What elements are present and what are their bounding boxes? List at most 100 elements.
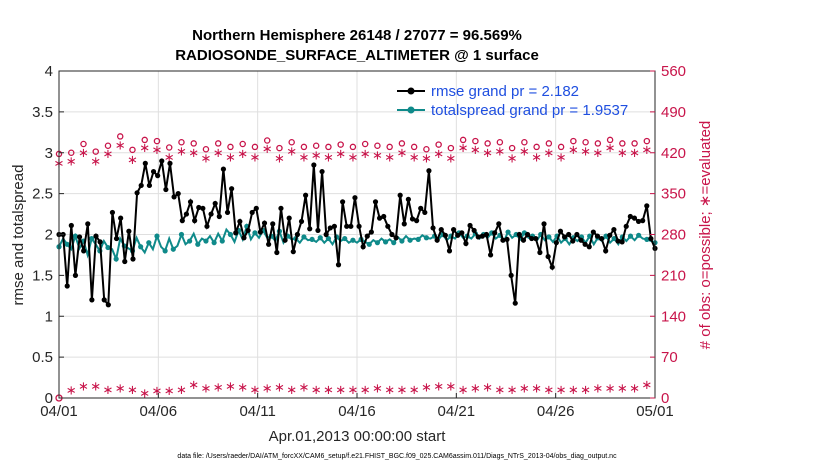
evaluated-obs-marker: ∗ (311, 149, 322, 164)
low-count-marker: ∗ (409, 383, 420, 398)
evaluated-obs-marker: ∗ (298, 150, 309, 165)
possible-obs-marker (423, 145, 430, 153)
rmse-point (529, 235, 535, 242)
rmse-point (414, 218, 420, 224)
rmse-point (146, 182, 153, 189)
evaluated-obs-marker: ∗ (164, 150, 175, 165)
evaluated-obs-marker: ∗ (433, 147, 444, 162)
possible-obs-marker (435, 141, 442, 148)
totalspread-point (415, 236, 421, 243)
evaluated-obs-marker: ∗ (225, 150, 236, 165)
evaluated-obs-marker: ∗ (188, 146, 199, 161)
possible-obs-marker (643, 137, 651, 145)
rmse-point (340, 199, 346, 205)
evaluated-obs-marker: ∗ (543, 146, 554, 161)
rmse-point (142, 160, 148, 166)
rmse-point (360, 244, 366, 250)
y-right-tick-label: 280 (661, 227, 686, 244)
evaluated-obs-marker: ∗ (347, 150, 358, 165)
rmse-point (422, 209, 428, 216)
rmse-point (331, 223, 337, 229)
rmse-point (631, 215, 638, 221)
rmse-point (504, 236, 510, 243)
rmse-point (261, 220, 268, 226)
rmse-point (598, 235, 605, 242)
rmse-point (229, 186, 235, 192)
rmse-point (508, 272, 514, 278)
evaluated-obs-marker: ∗ (470, 143, 481, 158)
evaluated-obs-marker: ∗ (103, 147, 114, 162)
low-count-marker: ∗ (347, 383, 358, 398)
low-count-marker: ∗ (66, 383, 77, 398)
totalspread-point (219, 238, 225, 244)
rmse-point (434, 237, 440, 243)
rmse-point (290, 249, 296, 255)
rmse-point (459, 230, 465, 236)
possible-obs-marker (129, 146, 136, 154)
rmse-point (381, 213, 387, 220)
rmse-point (200, 205, 206, 211)
rmse-point (492, 230, 498, 236)
possible-obs-marker (374, 142, 381, 149)
y-right-tick-label: 210 (661, 267, 686, 284)
totalspread-point (178, 231, 185, 238)
low-count-marker: ∗ (580, 383, 591, 398)
totalspread-point (211, 240, 217, 246)
evaluated-obs-marker: ∗ (396, 146, 407, 161)
possible-obs-marker (104, 142, 112, 149)
rmse-point (126, 228, 132, 234)
totalspread-point (366, 241, 372, 247)
possible-obs-marker (141, 136, 148, 144)
rmse-point (397, 192, 403, 198)
rmse-point (253, 205, 259, 211)
evaluated-obs-marker: ∗ (641, 143, 652, 158)
rmse-point (204, 223, 210, 229)
possible-obs-marker (276, 144, 283, 152)
evaluated-obs-marker: ∗ (115, 139, 126, 154)
low-count-marker: ∗ (335, 383, 346, 398)
rmse-point (467, 222, 473, 229)
evaluated-obs-marker: ∗ (372, 149, 383, 164)
low-count-marker: ∗ (286, 383, 297, 398)
rmse-point (298, 218, 305, 225)
possible-obs-marker (533, 143, 540, 151)
rmse-point (105, 302, 111, 308)
evaluated-obs-marker: ∗ (592, 146, 603, 161)
totalspread-point (636, 232, 642, 238)
low-count-marker: ∗ (311, 383, 322, 398)
evaluated-obs-marker: ∗ (323, 150, 334, 165)
evaluated-obs-marker: ∗ (445, 152, 456, 167)
possible-obs-marker (472, 137, 479, 145)
data-marks: ∗ ∗∗∗∗∗∗∗ ∗∗ ∗ ∗ ∗ ∗ ∗ ∗ ∗∗∗ ∗ ∗ ∗ ∗ ∗ ∗ ∗ ∗ ∗ ∗ ∗ ∗ ∗ ∗∗ ∗ ∗ ∗ ∗ ∗ ∗… (54, 133, 658, 402)
rmse-point (130, 256, 136, 262)
evaluated-obs-marker: ∗ (409, 150, 420, 165)
rmse-point (76, 234, 83, 240)
possible-obs-marker (570, 137, 577, 145)
rmse-point (623, 223, 629, 229)
rmse-point (352, 195, 358, 201)
possible-obs-marker (165, 144, 173, 151)
y-right-tick-label: 140 (661, 308, 686, 325)
x-tick-label: 05/01 (636, 403, 674, 420)
possible-obs-marker (386, 143, 393, 151)
low-count-marker: ∗ (78, 379, 89, 394)
rmse-point (344, 223, 350, 229)
rmse-point (644, 203, 650, 209)
evaluated-obs-marker: ∗ (286, 145, 297, 160)
possible-obs-marker (337, 141, 344, 148)
low-count-marker: ∗ (188, 378, 199, 393)
totalspread-point (146, 240, 152, 246)
rmse-point (520, 237, 527, 243)
totalspread-point (64, 241, 70, 247)
low-count-marker: ∗ (360, 383, 371, 398)
rmse-point (274, 249, 280, 256)
possible-obs-marker (190, 140, 197, 147)
rmse-point (566, 231, 572, 238)
rmse-point (553, 240, 559, 246)
rmse-point (245, 227, 251, 234)
x-tick-label: 04/06 (140, 403, 178, 420)
rmse-point (389, 231, 395, 238)
rmse-point (216, 213, 222, 220)
low-count-marker: ∗ (629, 382, 640, 397)
rmse-point (64, 283, 70, 289)
